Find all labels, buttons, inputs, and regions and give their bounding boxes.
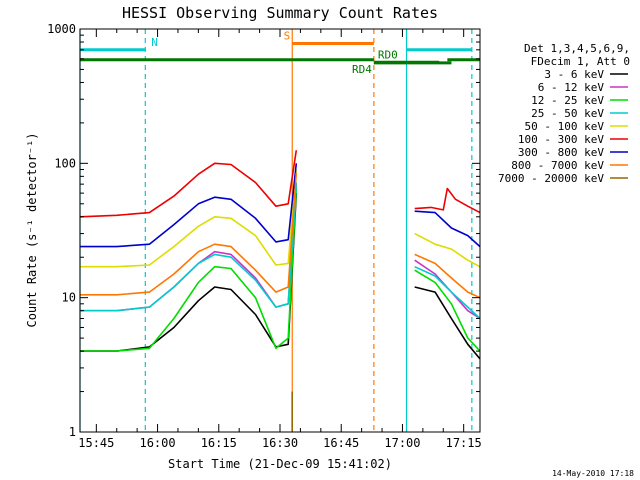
series-line-6-0 [80, 163, 298, 248]
x-tick-label: 16:00 [139, 436, 175, 450]
legend-label: 6 - 12 keV [538, 81, 605, 94]
chart-title: HESSI Observing Summary Count Rates [122, 4, 438, 22]
footer-stamp: 14-May-2010 17:18 [552, 469, 634, 478]
x-axis-title: Start Time (21-Dec-09 15:41:02) [168, 457, 392, 471]
series-line-4-0 [80, 169, 298, 268]
x-tick-label: 16:30 [262, 436, 298, 450]
series-line-2-0 [80, 188, 298, 352]
y-tick-label: 1000 [47, 22, 76, 36]
legend-label: 100 - 300 keV [518, 133, 604, 146]
legend-label: 50 - 100 keV [525, 120, 605, 133]
legend-header: Det 1,3,4,5,6,9, [524, 42, 630, 55]
legend-header: FDecim 1, Att 0 [531, 55, 630, 68]
flag-label-RD4: RD4 [352, 63, 372, 76]
y-tick-label: 10 [62, 291, 76, 305]
series-line-3-0 [80, 182, 298, 312]
x-tick-label: 17:00 [384, 436, 420, 450]
x-tick-label: 17:15 [446, 436, 482, 450]
series-line-0-1 [414, 286, 481, 360]
series-line-0-0 [80, 193, 298, 352]
legend-label: 12 - 25 keV [531, 94, 604, 107]
flag-label-N: N [151, 36, 158, 49]
series-line-6-1 [414, 210, 481, 248]
series-line-5-1 [414, 187, 481, 214]
series-line-5-0 [79, 150, 298, 218]
series-line-7-0 [80, 172, 298, 296]
series-line-7-1 [414, 253, 481, 299]
plot-frame [79, 28, 481, 433]
legend-label: 800 - 7000 keV [511, 159, 604, 172]
y-axis-title: Count Rate (s⁻¹ detector⁻¹) [25, 132, 39, 327]
legend-label: 7000 - 20000 keV [498, 172, 604, 185]
plot-area: N S RD0 RD4 [79, 29, 481, 432]
x-tick-label: 16:15 [201, 436, 237, 450]
y-tick-label: 100 [54, 156, 76, 170]
series-line-3-1 [414, 265, 481, 320]
x-tick-label: 16:45 [323, 436, 359, 450]
y-tick-label: 1 [69, 425, 76, 439]
flag-label-S: S [284, 29, 291, 42]
x-tick-label: 15:45 [78, 436, 114, 450]
series-line-4-1 [414, 232, 481, 268]
series-line-2-1 [414, 269, 481, 352]
legend: Det 1,3,4,5,6,9,FDecim 1, Att 03 - 6 keV… [498, 42, 630, 185]
flag-label-RD0: RD0 [378, 48, 398, 61]
legend-label: 3 - 6 keV [544, 68, 604, 81]
legend-label: 300 - 800 keV [518, 146, 604, 159]
axes: 1 10 100 1000 15:45 16:00 16:15 16:30 16:45 17:00… [47, 22, 482, 450]
legend-label: 25 - 50 keV [531, 107, 604, 120]
